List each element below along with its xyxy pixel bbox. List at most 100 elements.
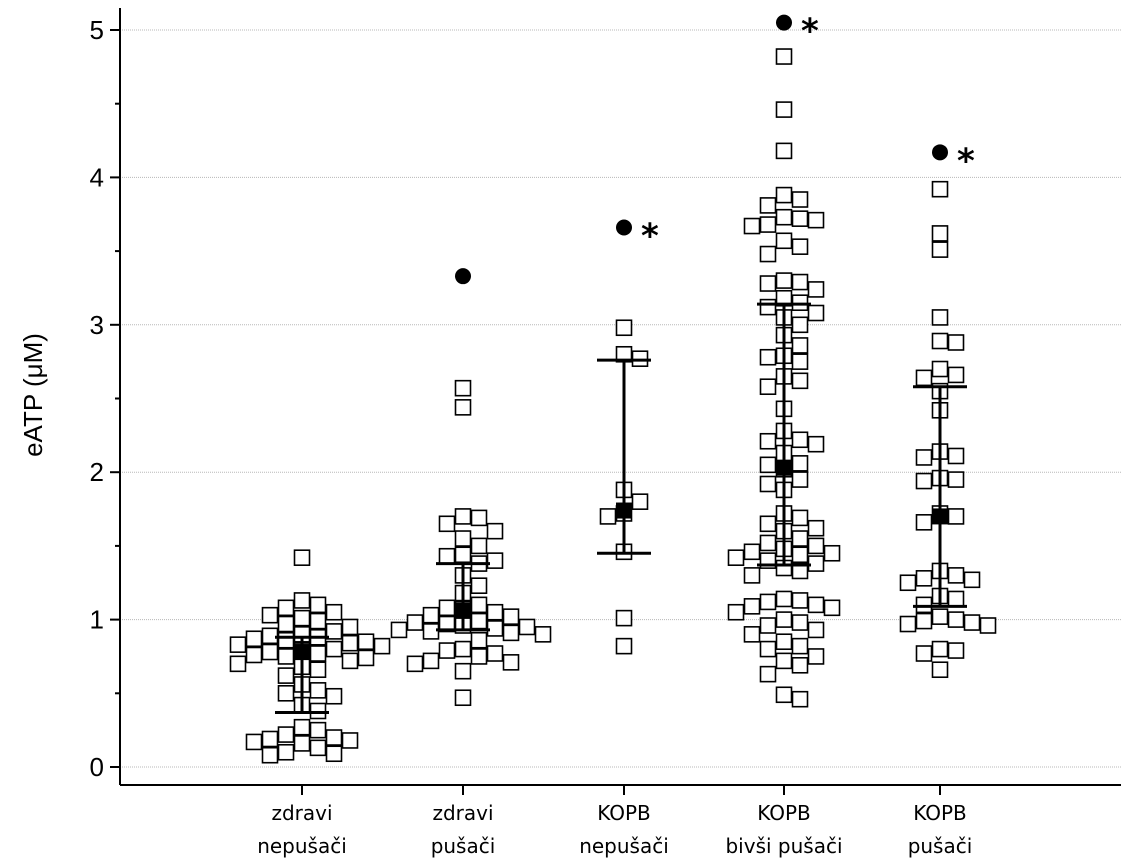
data-point	[931, 241, 949, 258]
data-point	[947, 366, 965, 384]
data-point	[807, 435, 825, 453]
data-point	[759, 534, 777, 552]
data-point	[293, 718, 311, 736]
data-point	[309, 721, 327, 739]
data-point	[775, 232, 793, 250]
data-point	[775, 272, 793, 289]
data-point	[759, 245, 777, 263]
data-point	[775, 590, 793, 608]
data-point	[325, 745, 343, 763]
data-point	[615, 609, 633, 627]
data-point	[947, 447, 965, 465]
category-label-line2: pušači	[908, 834, 973, 858]
data-point	[309, 596, 327, 614]
data-point	[791, 562, 809, 580]
data-point	[309, 739, 327, 757]
data-point	[229, 655, 247, 673]
data-point	[470, 577, 488, 594]
data-point	[518, 618, 536, 636]
data-point	[486, 552, 504, 569]
significance-star: *	[801, 12, 819, 52]
data-point	[727, 549, 745, 566]
significance-star: *	[957, 141, 975, 181]
data-point	[759, 665, 777, 683]
data-point	[743, 598, 761, 615]
data-point	[823, 544, 841, 562]
data-point	[791, 471, 809, 488]
data-point	[807, 281, 825, 298]
category-label-line1: zdravi	[432, 801, 493, 825]
data-point	[229, 636, 247, 653]
data-point	[261, 730, 279, 748]
data-point	[759, 197, 777, 214]
y-tick-labels: 0 1 2 3 4 5	[90, 15, 104, 782]
groups: * * *	[229, 12, 997, 764]
data-point	[454, 508, 472, 525]
data-point	[438, 642, 456, 659]
group-3: *	[597, 217, 659, 655]
data-point	[931, 332, 949, 350]
category-label-line1: KOPB	[597, 801, 651, 825]
median-marker	[294, 644, 310, 661]
data-point	[791, 316, 809, 334]
category-label-line1: zdravi	[271, 801, 332, 825]
data-point	[245, 630, 263, 648]
median-marker	[776, 459, 792, 476]
data-point	[743, 543, 761, 561]
group-2	[390, 268, 552, 707]
data-point	[245, 646, 263, 664]
data-point	[615, 637, 633, 655]
data-point	[277, 684, 295, 702]
data-point	[791, 530, 809, 547]
data-point	[759, 216, 777, 233]
data-point	[931, 360, 949, 378]
data-point	[470, 537, 488, 555]
data-point	[775, 48, 793, 65]
data-point	[631, 493, 649, 510]
data-point	[947, 471, 965, 488]
data-point	[293, 592, 311, 609]
data-point	[947, 567, 965, 584]
data-point	[422, 652, 440, 670]
data-point	[807, 596, 825, 614]
data-point	[454, 689, 472, 707]
y-tick-label: 0	[90, 752, 104, 782]
data-point	[261, 643, 279, 661]
data-point	[931, 309, 949, 326]
data-point	[502, 608, 520, 625]
data-point	[406, 655, 424, 673]
data-point	[915, 369, 933, 387]
data-point	[309, 612, 327, 630]
data-point	[759, 475, 777, 493]
data-point	[325, 687, 343, 705]
data-point	[915, 449, 933, 466]
category-label-line2: nepušači	[257, 834, 347, 858]
outlier-dot	[932, 144, 948, 161]
data-point	[915, 472, 933, 490]
data-point	[947, 590, 965, 608]
median-marker	[616, 502, 632, 519]
data-point	[390, 621, 408, 639]
data-point	[791, 337, 809, 354]
data-point	[325, 729, 343, 746]
data-point	[915, 645, 933, 662]
data-point	[759, 298, 777, 316]
y-tick-label: 5	[90, 15, 104, 45]
data-point	[775, 652, 793, 670]
median-marker	[932, 508, 948, 525]
data-point	[775, 686, 793, 704]
data-point	[791, 592, 809, 609]
data-point	[502, 624, 520, 642]
data-point	[325, 603, 343, 621]
data-point	[759, 378, 777, 396]
data-point	[454, 379, 472, 397]
data-point	[807, 304, 825, 322]
data-point	[775, 208, 793, 226]
data-point	[791, 273, 809, 291]
data-point	[293, 735, 311, 752]
y-tick-label: 2	[90, 457, 104, 487]
category-label-line1: KOPB	[757, 801, 811, 825]
data-point	[807, 621, 825, 639]
data-point	[309, 682, 327, 699]
data-point	[931, 640, 949, 658]
